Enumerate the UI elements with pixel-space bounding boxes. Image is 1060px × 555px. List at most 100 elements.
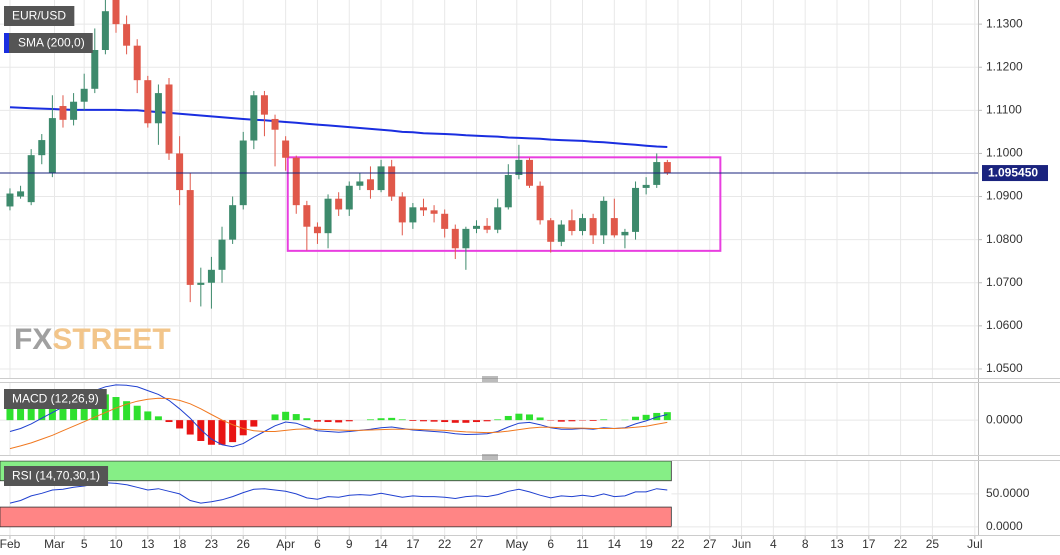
candle-body xyxy=(229,205,237,240)
candle-body xyxy=(472,225,480,229)
candle-body xyxy=(38,140,46,156)
histogram-bar xyxy=(154,416,162,421)
candle-body xyxy=(207,269,215,283)
histogram-bar xyxy=(642,414,650,421)
x-tick-label: Jun xyxy=(732,537,751,551)
x-tick-label: Apr xyxy=(276,537,295,551)
histogram-bar xyxy=(472,420,480,423)
x-tick-label: Feb xyxy=(0,537,21,551)
x-tick-label: Jul xyxy=(967,537,982,551)
histogram-bar xyxy=(197,420,205,441)
histogram-bar xyxy=(239,420,247,436)
histogram-bar xyxy=(653,412,661,421)
y-tick-label: 1.0500 xyxy=(986,361,1023,375)
histogram-bar xyxy=(366,419,374,421)
histogram-bar xyxy=(419,420,427,422)
panel-label: MACD (12,26,9) xyxy=(4,389,107,409)
histogram-bar xyxy=(165,420,173,423)
x-tick-label: 27 xyxy=(703,537,717,551)
candle-body xyxy=(250,95,258,141)
histogram-bar xyxy=(17,402,25,421)
x-tick-label: 14 xyxy=(608,537,622,551)
x-tick-label: 17 xyxy=(406,537,420,551)
candle-body xyxy=(547,220,555,242)
candle-body xyxy=(377,166,385,191)
histogram-bar xyxy=(38,399,46,421)
histogram-bar xyxy=(589,420,597,421)
y-tick-label: 1.0800 xyxy=(986,232,1023,246)
x-tick-label: 5 xyxy=(81,537,88,551)
candle-body xyxy=(59,106,67,120)
x-tick-label: 6 xyxy=(314,537,321,551)
candle-body xyxy=(154,93,162,124)
candle-body xyxy=(335,198,343,210)
label-text: MACD (12,26,9) xyxy=(12,392,99,406)
histogram-bar xyxy=(207,420,215,445)
candle-body xyxy=(303,205,311,227)
histogram-bar xyxy=(324,420,332,423)
candle-body xyxy=(260,95,268,115)
candle-body xyxy=(366,179,374,191)
candle-body xyxy=(621,231,629,236)
range-box xyxy=(286,156,722,252)
histogram-bar xyxy=(112,397,120,421)
histogram-bar xyxy=(600,419,608,421)
candle-body xyxy=(515,159,523,175)
candle-body xyxy=(462,228,470,249)
candle-body xyxy=(144,80,152,124)
histogram-bar xyxy=(313,420,321,422)
candle-body xyxy=(313,226,321,234)
label-text: RSI (14,70,30,1) xyxy=(12,469,100,483)
rsi-line xyxy=(9,482,668,504)
candle-body xyxy=(600,200,608,236)
candle-body xyxy=(271,118,279,130)
y-tick-label: 50.0000 xyxy=(986,486,1030,500)
histogram-bar xyxy=(229,420,237,443)
histogram-bar xyxy=(27,401,35,421)
x-tick-label: 13 xyxy=(141,537,155,551)
histogram-bar xyxy=(388,417,396,421)
candle-body xyxy=(430,210,438,214)
x-tick-label: 23 xyxy=(205,537,219,551)
x-tick-label: 8 xyxy=(802,537,809,551)
histogram-bar xyxy=(451,420,459,423)
histogram-bar xyxy=(133,405,141,421)
x-tick-label: 22 xyxy=(671,537,685,551)
histogram-bar xyxy=(282,411,290,421)
candle-body xyxy=(70,101,78,120)
label-box xyxy=(4,466,109,486)
candle-body xyxy=(579,218,587,232)
x-tick-label: May xyxy=(505,537,528,551)
candle-body xyxy=(441,213,449,229)
resize-handle[interactable] xyxy=(482,454,498,460)
candle-body xyxy=(27,155,35,203)
price-label: 1.095450 xyxy=(988,166,1038,180)
y-tick-label: 0.0000 xyxy=(986,412,1023,426)
x-tick-label: 4 xyxy=(770,537,777,551)
histogram-bar xyxy=(250,420,258,427)
x-tick-label: 10 xyxy=(109,537,123,551)
candle-body xyxy=(123,24,131,46)
x-tick-label: 22 xyxy=(894,537,908,551)
candle-body xyxy=(91,49,99,89)
resize-handle[interactable] xyxy=(482,376,498,382)
candle-body xyxy=(292,157,300,206)
histogram-bar xyxy=(632,416,640,421)
candle-body xyxy=(632,187,640,232)
x-tick-label: 11 xyxy=(576,537,589,551)
histogram-bar xyxy=(409,420,417,421)
candle-body xyxy=(356,181,364,186)
legend-swatch xyxy=(4,33,9,53)
candle-body xyxy=(663,162,671,173)
x-tick-label: 25 xyxy=(926,537,940,551)
x-tick-label: 22 xyxy=(438,537,452,551)
x-tick-label: 19 xyxy=(639,537,653,551)
x-tick-label: 13 xyxy=(830,537,844,551)
histogram-bar xyxy=(292,414,300,421)
y-tick-label: 1.1000 xyxy=(986,146,1023,160)
histogram-bar xyxy=(430,420,438,422)
panel-label: EUR/USD xyxy=(4,6,75,26)
candle-body xyxy=(589,218,597,236)
